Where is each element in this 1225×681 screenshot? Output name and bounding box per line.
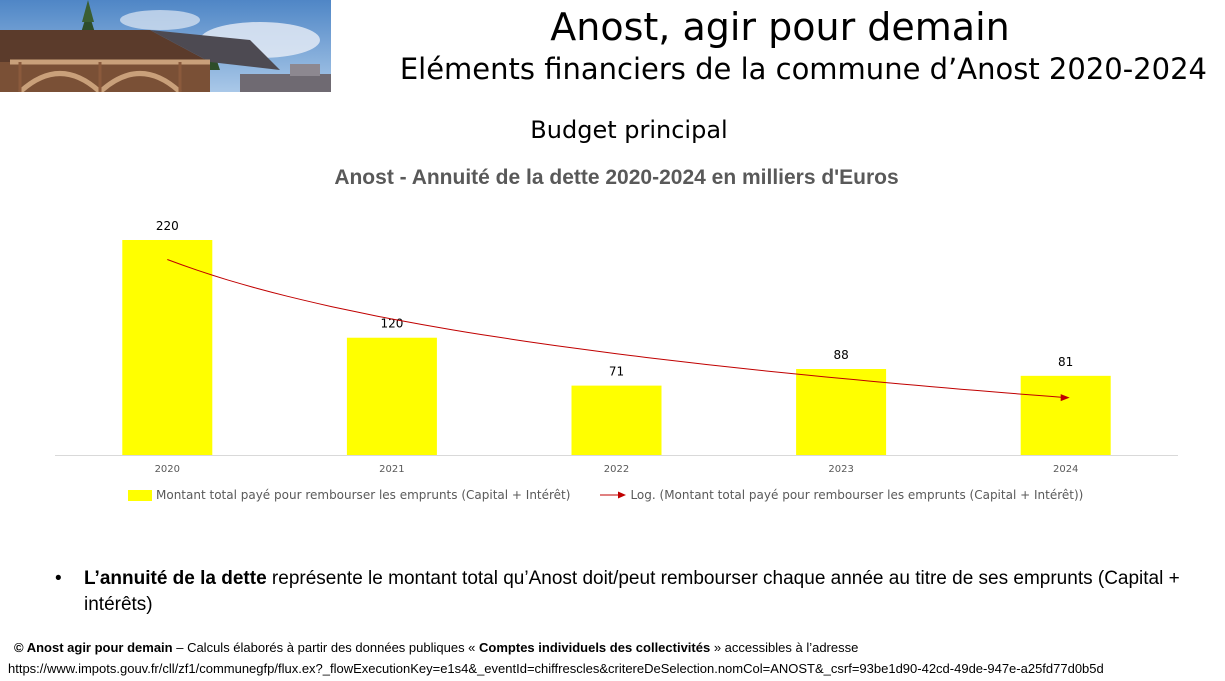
chart-legend: Montant total payé pour rembourser les e… bbox=[128, 488, 1083, 502]
data-label-2023: 88 bbox=[833, 348, 848, 362]
data-label-2022: 71 bbox=[609, 365, 624, 379]
legend-label-bars: Montant total payé pour rembourser les e… bbox=[156, 488, 571, 502]
bar-2023 bbox=[796, 369, 887, 455]
legend-label-trend: Log. (Montant total payé pour rembourser… bbox=[630, 488, 1084, 502]
footer-url: https://www.impots.gouv.fr/cll/zf1/commu… bbox=[8, 661, 1104, 676]
bullet-note: • L’annuité de la dette représente le mo… bbox=[55, 566, 1215, 618]
trendline-log bbox=[167, 259, 1066, 399]
legend-arrow-icon bbox=[600, 491, 627, 499]
footer-text1: – Calculs élaborés à partir des données … bbox=[172, 640, 480, 655]
footer-credit: © Anost agir pour demain – Calculs élabo… bbox=[14, 640, 858, 655]
x-tick-2024: 2024 bbox=[1053, 464, 1078, 475]
legend-swatch-bars bbox=[128, 489, 152, 501]
x-tick-2022: 2022 bbox=[604, 464, 629, 475]
footer-copyright: © Anost agir pour demain bbox=[14, 640, 173, 655]
chart-title: Anost - Annuité de la dette 2020-2024 en… bbox=[334, 166, 899, 189]
bar-2021 bbox=[346, 337, 437, 455]
header-photo bbox=[0, 0, 331, 92]
page-subtitle: Eléments financiers de la commune d’Anos… bbox=[399, 52, 1207, 86]
trendline-arrowhead bbox=[1060, 394, 1070, 402]
x-tick-2023: 2023 bbox=[828, 464, 853, 475]
bullet-text: L’annuité de la dette représente le mont… bbox=[84, 566, 1215, 618]
bullet-symbol: • bbox=[55, 568, 62, 589]
x-tick-2021: 2021 bbox=[379, 464, 404, 475]
footer-text2: » accessibles à l’adresse bbox=[710, 640, 859, 655]
footer-source-name: Comptes individuels des collectivités bbox=[479, 640, 711, 655]
bullet-bold: L’annuité de la dette bbox=[84, 568, 267, 589]
bar-2022 bbox=[571, 385, 662, 455]
data-label-2024: 81 bbox=[1058, 355, 1073, 369]
legend-item-trend: Log. (Montant total payé pour rembourser… bbox=[600, 488, 1083, 502]
data-label-2020: 220 bbox=[156, 219, 179, 233]
legend-item-bars: Montant total payé pour rembourser les e… bbox=[128, 488, 570, 502]
bar-2020 bbox=[122, 240, 213, 455]
section-title: Budget principal bbox=[530, 116, 728, 144]
x-tick-2020: 2020 bbox=[155, 464, 180, 475]
bullet-rest: représente le montant total qu’Anost doi… bbox=[84, 568, 1180, 615]
page-title: Anost, agir pour demain bbox=[550, 5, 1010, 49]
bar-2024 bbox=[1020, 375, 1111, 455]
